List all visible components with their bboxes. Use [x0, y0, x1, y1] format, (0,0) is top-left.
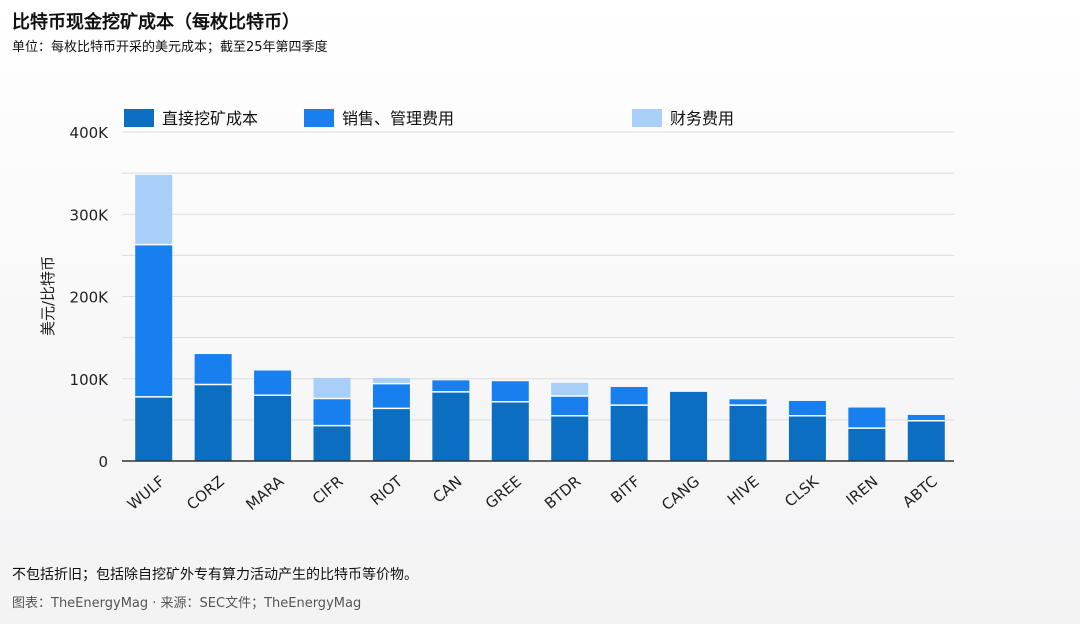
x-tick-label: CANG: [658, 472, 703, 514]
source-credit: 图表：TheEnergyMag · 来源：SEC文件；TheEnergyMag: [12, 596, 362, 611]
x-tick-label: CIFR: [309, 472, 347, 508]
x-tick-label: CORZ: [183, 472, 227, 513]
bar-segment-series-direct-mining: [788, 415, 826, 461]
y-tick-label: 400K: [70, 124, 110, 142]
bar-segment-series-sga: [848, 407, 886, 429]
bar-segment-series-finance: [551, 382, 589, 397]
legend-label: 直接挖矿成本: [162, 109, 258, 128]
bar-segment-series-sga: [254, 370, 292, 396]
bar-segment-series-direct-mining: [135, 396, 173, 461]
x-tick-label: MARA: [242, 472, 287, 514]
x-tick-label: HIVE: [724, 472, 763, 509]
y-tick-label: 200K: [70, 289, 110, 307]
bar-segment-series-finance: [372, 377, 410, 384]
bar-segment-series-sga: [432, 380, 470, 392]
bar-segment-series-sga: [610, 386, 648, 406]
x-tick-label: ABTC: [899, 472, 941, 511]
legend-label: 财务费用: [670, 109, 734, 128]
bar-segment-series-sga: [491, 381, 529, 402]
x-tick-label: BTDR: [541, 472, 584, 512]
footnote: 不包括折旧；包括除自挖矿外专有算力活动产生的比特币等价物。: [12, 567, 418, 583]
bar-segment-series-direct-mining: [491, 401, 529, 461]
chart-title: 比特币现金挖矿成本（每枚比特币）: [12, 12, 300, 33]
bar-segment-series-direct-mining: [372, 408, 410, 461]
bar-segment-series-direct-mining: [907, 420, 945, 461]
bar-segment-series-direct-mining: [610, 405, 648, 461]
x-tick-label: CLSK: [781, 472, 823, 511]
bar-segment-series-finance: [313, 377, 351, 399]
bar-segment-series-direct-mining: [729, 405, 767, 461]
legend-swatch: [304, 109, 334, 127]
bar-segment-series-sga: [372, 383, 410, 409]
x-tick-label: RIOT: [367, 472, 407, 509]
bar-segment-series-sga: [729, 399, 767, 406]
bar-segment-series-direct-mining: [551, 415, 589, 461]
bar-segment-series-sga: [907, 414, 945, 421]
x-tick-label: CAN: [429, 472, 465, 506]
y-tick-label: 0: [98, 453, 108, 471]
x-tick-label: WULF: [124, 472, 168, 513]
bar-segment-series-sga: [135, 244, 173, 397]
y-tick-label: 300K: [70, 206, 110, 224]
x-tick-label: GREE: [482, 472, 525, 512]
y-axis-label: 美元/比特币: [39, 256, 57, 336]
bar-segment-series-direct-mining: [432, 391, 470, 461]
bar-segment-series-sga: [194, 354, 232, 385]
x-tick-label: IREN: [843, 472, 882, 509]
bar-segment-series-sga: [788, 400, 826, 416]
legend-label: 销售、管理费用: [342, 109, 454, 128]
legend-swatch: [632, 109, 662, 127]
bar-segment-series-finance: [135, 174, 173, 245]
bar-segment-series-direct-mining: [313, 425, 351, 461]
bar-segment-series-direct-mining: [194, 384, 232, 461]
bar-segment-series-sga: [551, 396, 589, 416]
x-tick-label: BITF: [607, 472, 643, 507]
legend-swatch: [124, 109, 154, 127]
y-tick-label: 100K: [70, 371, 110, 389]
bar-segment-series-sga: [313, 398, 351, 426]
bar-segment-series-direct-mining: [848, 428, 886, 461]
chart-subtitle: 单位：每枚比特币开采的美元成本；截至25年第四季度: [12, 40, 328, 55]
bar-segment-series-direct-mining: [254, 395, 292, 461]
bar-segment-series-direct-mining: [670, 391, 708, 461]
